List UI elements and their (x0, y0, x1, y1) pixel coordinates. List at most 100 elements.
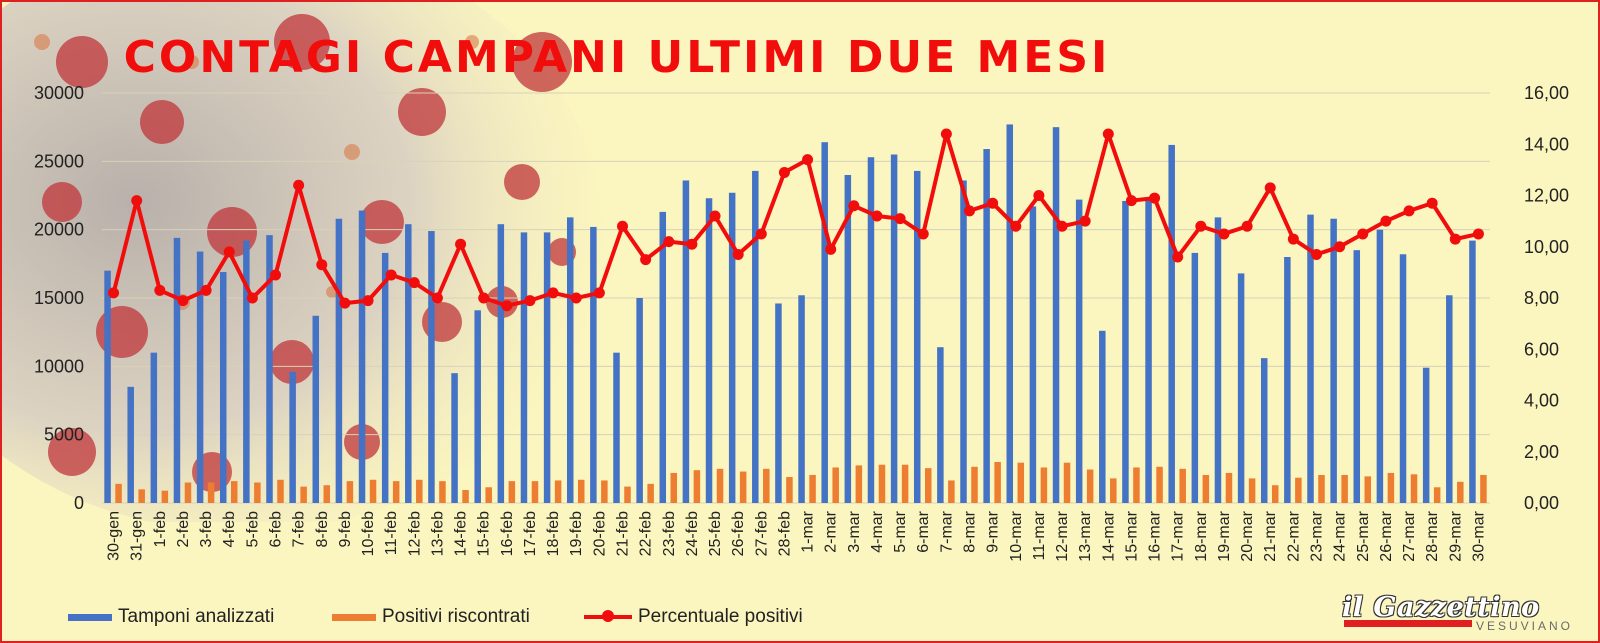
x-tick-label: 13-mar (1077, 510, 1094, 561)
x-tick-label: 9-feb (337, 511, 354, 548)
bar-tamponi (1214, 217, 1222, 503)
bar-positivi (230, 481, 238, 503)
x-tick-label: 24-mar (1332, 510, 1349, 561)
point-percentuale (131, 195, 143, 207)
x-tick-label: 21-mar (1262, 510, 1279, 561)
y-right-tick-label: 2,00 (1524, 442, 1559, 462)
x-tick-label: 23-feb (661, 511, 678, 556)
bar-positivi (647, 483, 654, 503)
point-percentuale (778, 166, 790, 178)
x-tick-label: 28-feb (776, 511, 793, 556)
bar-tamponi (960, 180, 967, 503)
bar-positivi (601, 480, 608, 503)
x-tick-label: 15-feb (476, 511, 493, 556)
bar-tamponi (613, 352, 620, 503)
x-tick-label: 6-mar (915, 510, 932, 552)
y-right-tick-label: 16,00 (1524, 83, 1569, 103)
bar-positivi (1179, 468, 1186, 503)
bar-tamponi (913, 170, 921, 503)
point-percentuale (987, 197, 999, 209)
bar-positivi (716, 468, 724, 503)
bar-positivi (855, 465, 863, 503)
bar-tamponi (405, 224, 412, 503)
y-left-tick-label: 30000 (34, 83, 84, 103)
x-tick-label: 20-feb (591, 511, 608, 556)
bar-tamponi (497, 224, 505, 503)
bar-positivi (1202, 474, 1210, 503)
point-percentuale (270, 269, 281, 281)
x-tick-label: 4-feb (221, 511, 238, 548)
x-tick-label: 17-mar (1170, 510, 1187, 561)
bar-tamponi (173, 237, 181, 503)
bar-positivi (138, 489, 145, 503)
bar-tamponi (1376, 229, 1384, 503)
bar-tamponi (1122, 200, 1129, 503)
x-tick-label: 19-mar (1216, 510, 1233, 561)
x-tick-label: 18-mar (1193, 510, 1210, 561)
point-percentuale (293, 179, 305, 191)
y-left-tick-label: 10000 (34, 356, 84, 376)
x-tick-label: 25-mar (1355, 510, 1372, 561)
x-tick-label: 30-mar (1470, 510, 1487, 561)
bar-tamponi (196, 251, 204, 503)
x-tick-label: 21-feb (615, 511, 632, 556)
legend-swatch-tamponi (68, 613, 112, 621)
y-right-tick-label: 14,00 (1524, 134, 1569, 154)
point-percentuale (154, 284, 166, 296)
bar-positivi (670, 472, 678, 503)
point-percentuale (1056, 220, 1068, 232)
chart-title: CONTAGI CAMPANI ULTIMI DUE MESI (123, 32, 1111, 83)
bar-positivi (416, 479, 423, 503)
point-percentuale (1079, 215, 1091, 227)
point-percentuale (362, 295, 374, 307)
bar-positivi (277, 479, 284, 503)
point-percentuale (478, 292, 490, 304)
point-percentuale (1172, 251, 1184, 263)
gazzettino-logo: il Gazzettino VESUVIANO (1342, 592, 1574, 634)
point-percentuale (1311, 248, 1322, 260)
bar-positivi (554, 480, 562, 503)
point-percentuale (1010, 220, 1022, 232)
bar-tamponi (127, 386, 134, 503)
bar-tamponi (428, 231, 435, 504)
bar-tamponi (1422, 367, 1430, 503)
point-percentuale (1403, 205, 1415, 217)
bar-tamponi (104, 270, 111, 503)
bar-positivi (508, 481, 516, 503)
bar-tamponi (705, 198, 713, 503)
y-left-tick-label: 5000 (44, 425, 84, 445)
bar-tamponi (1029, 206, 1037, 503)
point-percentuale (940, 128, 952, 140)
bar-positivi (1364, 476, 1372, 503)
x-tick-label: 17-feb (522, 511, 539, 556)
bar-tamponi (358, 210, 366, 504)
point-percentuale (1380, 215, 1392, 227)
line-percentuale-positivi (111, 132, 1479, 308)
bar-positivi (693, 470, 701, 503)
bar-positivi (1457, 481, 1464, 503)
bar-tamponi (983, 149, 990, 504)
bar-positivi (624, 486, 631, 503)
bar-tamponi (659, 211, 667, 503)
bar-positivi (1017, 462, 1025, 503)
bar-tamponi (520, 232, 528, 503)
bar-positivi (1063, 462, 1071, 503)
bar-tamponi (682, 180, 690, 503)
bar-positivi (1271, 485, 1279, 503)
legend-item-positivi: Positivi riscontrati (332, 606, 530, 628)
bar-tamponi (775, 303, 782, 503)
bar-tamponi (566, 217, 574, 503)
point-percentuale (593, 287, 605, 299)
x-tick-label: 11-mar (1031, 510, 1048, 560)
logo-red-strip (1344, 620, 1472, 627)
bar-positivi (462, 490, 469, 503)
bar-positivi (1341, 474, 1348, 503)
point-percentuale (663, 236, 675, 248)
bar-positivi (1156, 466, 1163, 503)
bar-positivi (809, 474, 816, 503)
x-tick-label: 6-feb (268, 511, 285, 548)
point-percentuale (1334, 241, 1346, 253)
bar-tamponi (1284, 257, 1291, 503)
point-percentuale (871, 210, 883, 222)
point-percentuale (455, 238, 467, 250)
